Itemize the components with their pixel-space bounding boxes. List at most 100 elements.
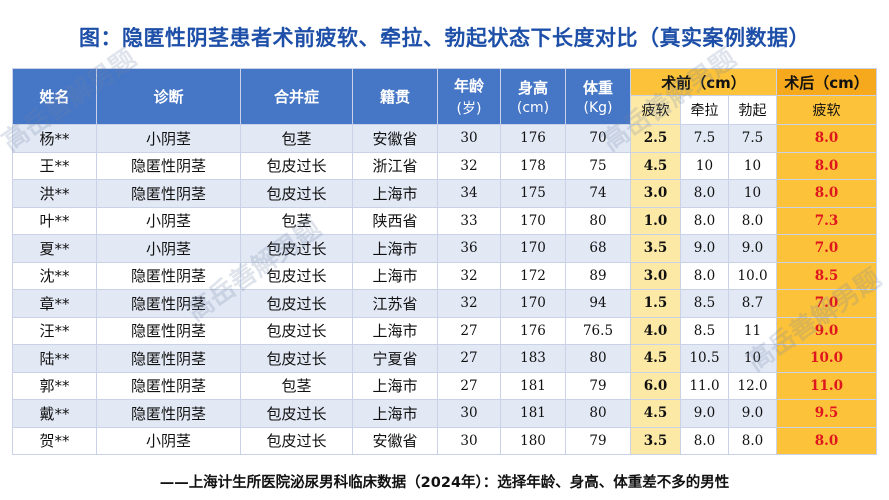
header-diagnosis: 诊断 [96,68,241,125]
cell-name: 戴** [12,399,97,428]
table-row: 洪** 隐匿性阴茎 包皮过长 上海市 34 175 74 3.0 8.0 10 8.0 [12,179,878,208]
cell-pre-stretched: 8.0 [680,261,729,290]
cell-age: 32 [437,289,501,318]
cell-diagnosis: 隐匿性阴茎 [96,289,241,318]
table-row: 王** 隐匿性阴茎 包皮过长 浙江省 32 178 75 4.5 10 10 8.0 [12,151,878,180]
cell-height: 181 [500,371,566,400]
table-row: 章** 隐匿性阴茎 包皮过长 江苏省 32 170 94 1.5 8.5 8.7 7.0 [12,289,878,318]
table-row: 贺** 小阴茎 包皮过长 安徽省 30 180 79 3.5 8.0 8.0 8.0 [12,426,878,455]
cell-native: 上海市 [352,371,438,400]
cell-complication: 包茎 [240,124,353,153]
cell-pre-stretched: 8.0 [680,179,729,208]
cell-age: 32 [437,261,501,290]
cell-pre-erect: 8.7 [727,289,778,318]
cell-pre-flaccid: 4.5 [630,344,681,373]
cell-height: 183 [500,344,566,373]
cell-pre-flaccid: 1.0 [630,206,681,235]
table-row: 汪** 隐匿性阴茎 包皮过长 上海市 27 176 76.5 4.0 8.5 11 9.0 [12,316,878,345]
table-row: 杨** 小阴茎 包茎 安徽省 30 176 70 2.5 7.5 7.5 8.0 [12,124,878,153]
cell-age: 30 [437,399,501,428]
header-height: 身高 (cm) [500,68,566,125]
cell-height: 181 [500,399,566,428]
cell-native: 上海市 [352,261,438,290]
cell-diagnosis: 小阴茎 [96,426,241,455]
cell-diagnosis: 小阴茎 [96,206,241,235]
cell-height: 170 [500,289,566,318]
cell-native: 上海市 [352,316,438,345]
cell-diagnosis: 隐匿性阴茎 [96,344,241,373]
cell-native: 江苏省 [352,289,438,318]
cell-pre-stretched: 8.5 [680,289,729,318]
cell-pre-erect: 11 [727,316,778,345]
cell-post-flaccid: 11.0 [776,371,878,400]
header-age: 年龄 (岁) [437,68,501,125]
header-height-unit: (cm) [516,100,550,116]
table-row: 陆** 隐匿性阴茎 包皮过长 宁夏省 27 183 80 4.5 10.5 10 10.0 [12,344,878,373]
cell-pre-flaccid: 3.5 [630,234,681,263]
cell-pre-stretched: 10.5 [680,344,729,373]
cell-complication: 包茎 [240,371,353,400]
cell-post-flaccid: 8.0 [776,124,878,153]
header-name: 姓名 [12,68,97,125]
cell-diagnosis: 隐匿性阴茎 [96,399,241,428]
cell-native: 安徽省 [352,124,438,153]
cell-height: 176 [500,124,566,153]
header-post-flaccid: 疲软 [776,95,878,125]
table-row: 叶** 小阴茎 包茎 陕西省 33 170 80 1.0 8.0 8.0 7.3 [12,206,878,235]
cell-pre-flaccid: 1.5 [630,289,681,318]
cell-name: 贺** [12,426,97,455]
comparison-table: 姓名 诊断 合并症 籍贯 年龄 (岁) 身高 (cm) 体重 (Kg) 术前（cm） … [12,68,878,455]
table-row: 郭** 隐匿性阴茎 包茎 上海市 27 181 79 6.0 11.0 12.0 11.0 [12,371,878,400]
cell-post-flaccid: 10.0 [776,344,878,373]
cell-age: 34 [437,179,501,208]
cell-pre-flaccid: 3.0 [630,261,681,290]
cell-height: 170 [500,206,566,235]
cell-post-flaccid: 8.5 [776,261,878,290]
header-pre-erect: 勃起 [727,95,778,125]
header-age-unit: (岁) [456,101,482,117]
cell-height: 172 [500,261,566,290]
cell-weight: 79 [565,426,631,455]
cell-complication: 包茎 [240,206,353,235]
cell-pre-stretched: 9.0 [680,399,729,428]
table-row: 沈** 隐匿性阴茎 包皮过长 上海市 32 172 89 3.0 8.0 10.0 8.5 [12,261,878,290]
cell-diagnosis: 隐匿性阴茎 [96,179,241,208]
cell-weight: 80 [565,344,631,373]
header-pre-flaccid: 疲软 [630,95,681,125]
cell-complication: 包皮过长 [240,151,353,180]
cell-native: 上海市 [352,399,438,428]
cell-post-flaccid: 9.5 [776,399,878,428]
cell-pre-stretched: 7.5 [680,124,729,153]
cell-pre-erect: 10 [727,344,778,373]
cell-pre-erect: 8.0 [727,206,778,235]
cell-post-flaccid: 9.0 [776,316,878,345]
cell-diagnosis: 隐匿性阴茎 [96,261,241,290]
cell-pre-erect: 10 [727,151,778,180]
cell-native: 上海市 [352,234,438,263]
cell-weight: 89 [565,261,631,290]
cell-name: 夏** [12,234,97,263]
cell-pre-flaccid: 2.5 [630,124,681,153]
cell-pre-erect: 12.0 [727,371,778,400]
cell-native: 安徽省 [352,426,438,455]
cell-height: 170 [500,234,566,263]
cell-complication: 包皮过长 [240,344,353,373]
cell-weight: 75 [565,151,631,180]
cell-weight: 74 [565,179,631,208]
cell-pre-erect: 10 [727,179,778,208]
cell-age: 36 [437,234,501,263]
cell-complication: 包皮过长 [240,261,353,290]
cell-height: 175 [500,179,566,208]
cell-pre-stretched: 10 [680,151,729,180]
cell-weight: 79 [565,371,631,400]
cell-height: 176 [500,316,566,345]
cell-pre-stretched: 8.0 [680,426,729,455]
cell-weight: 80 [565,206,631,235]
cell-post-flaccid: 7.0 [776,234,878,263]
table-body: 杨** 小阴茎 包茎 安徽省 30 176 70 2.5 7.5 7.5 8.0 王** 隐匿性阴茎 包皮… [12,124,878,455]
cell-complication: 包皮过长 [240,289,353,318]
cell-age: 32 [437,151,501,180]
cell-native: 宁夏省 [352,344,438,373]
cell-pre-stretched: 9.0 [680,234,729,263]
cell-diagnosis: 小阴茎 [96,124,241,153]
